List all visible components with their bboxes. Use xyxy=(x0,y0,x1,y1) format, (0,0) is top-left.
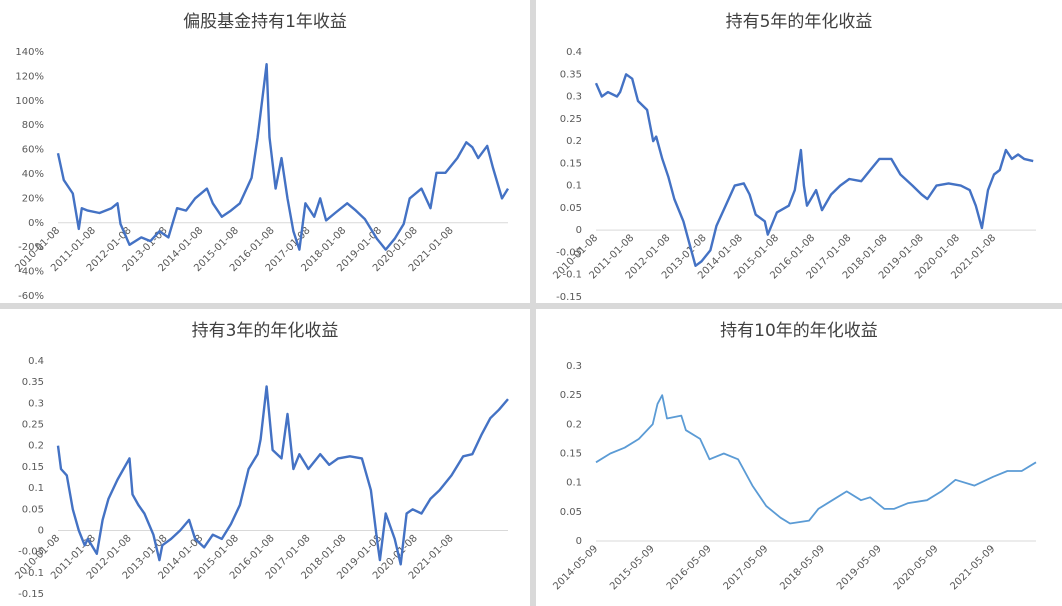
y-tick-label: -0.1 xyxy=(24,568,44,579)
y-tick-label: 0.2 xyxy=(28,441,44,452)
y-tick-label: 0.1 xyxy=(28,483,44,494)
y-tick-label: 0.05 xyxy=(560,507,582,518)
y-tick-label: 0.4 xyxy=(28,356,44,367)
y-tick-label: 0.15 xyxy=(560,158,582,169)
y-tick-label: 0 xyxy=(576,536,582,547)
y-tick-label: 0 xyxy=(576,225,582,236)
y-tick-label: 120% xyxy=(15,71,44,82)
chart-panel: 持有3年的年化收益 -0.15 -0.1 -0.05 0 0.05 0.1 0.15 0.2 0.… xyxy=(0,309,530,606)
y-tick-label: 60% xyxy=(22,145,44,156)
y-tick-label: 0.1 xyxy=(566,478,582,489)
y-tick-label: 0.15 xyxy=(22,462,44,473)
y-tick-label: 0.35 xyxy=(560,69,582,80)
chart-panel: 偏股基金持有1年收益 -60% -40% -20% 0% 20% 40% 60% 80% 100%… xyxy=(0,0,530,303)
y-tick-label: -40% xyxy=(18,267,44,278)
y-tick-label: 140% xyxy=(15,47,44,58)
y-tick-label: 0.15 xyxy=(560,449,582,460)
chart-panel: 持有5年的年化收益 -0.15 -0.1 -0.05 0 0.05 0.1 0.15 0.2 0.… xyxy=(536,0,1062,303)
y-tick-label: -20% xyxy=(18,242,44,253)
y-tick-label: 0 xyxy=(38,525,44,536)
y-tick-label: 0.4 xyxy=(566,47,582,58)
y-tick-label: -0.05 xyxy=(556,247,582,258)
panel-background xyxy=(0,0,530,303)
y-tick-label: 0.05 xyxy=(22,504,44,515)
y-tick-label: -0.15 xyxy=(18,589,44,600)
y-tick-label: 80% xyxy=(22,120,44,131)
y-tick-label: 0.3 xyxy=(566,92,582,103)
y-tick-label: 0% xyxy=(28,218,44,229)
y-tick-label: 0.35 xyxy=(22,377,44,388)
y-tick-label: 20% xyxy=(22,193,44,204)
y-tick-label: 0.3 xyxy=(566,361,582,372)
chart-title: 持有10年的年化收益 xyxy=(720,321,878,341)
data-line xyxy=(56,385,509,566)
y-tick-label: -0.1 xyxy=(562,270,582,281)
panel-background xyxy=(536,0,1062,303)
y-tick-label: 100% xyxy=(15,96,44,107)
data-line xyxy=(595,394,1037,525)
y-tick-label: 0.1 xyxy=(566,181,582,192)
y-tick-label: 40% xyxy=(22,169,44,180)
data-line xyxy=(594,73,1034,267)
y-tick-label: -0.05 xyxy=(18,547,44,558)
chart-title: 持有5年的年化收益 xyxy=(726,12,873,32)
data-line xyxy=(56,63,510,251)
y-tick-label: 0.05 xyxy=(560,203,582,214)
y-tick-label: -0.15 xyxy=(556,292,582,303)
y-tick-label: 0.2 xyxy=(566,136,582,147)
panel-background xyxy=(536,309,1062,606)
y-tick-label: 0.3 xyxy=(28,398,44,409)
panel-background xyxy=(0,309,530,606)
y-tick-label: -60% xyxy=(18,291,44,302)
chart-title: 偏股基金持有1年收益 xyxy=(183,12,347,32)
chart-panel: 持有10年的年化收益00.050.10.150.20.250.32014-05-… xyxy=(536,309,1062,606)
y-tick-label: 0.25 xyxy=(22,420,44,431)
y-tick-label: 0.2 xyxy=(566,419,582,430)
y-tick-label: 0.25 xyxy=(560,114,582,125)
y-tick-label: 0.25 xyxy=(560,390,582,401)
chart-title: 持有3年的年化收益 xyxy=(192,321,339,341)
